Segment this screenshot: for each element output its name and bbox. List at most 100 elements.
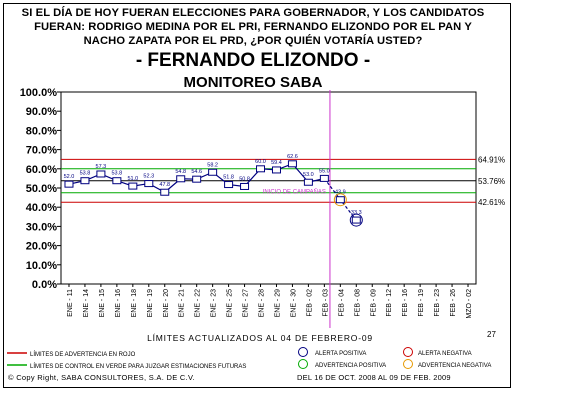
y-tick-label: 10.0%	[26, 260, 57, 272]
x-tick-label: ENE - 25	[227, 289, 234, 318]
data-label: 58.2	[207, 162, 218, 168]
data-point	[64, 180, 74, 188]
x-tick-label: ENE - 30	[290, 289, 297, 318]
reference-line-label: 64.91%	[478, 155, 505, 164]
data-label: 60.0	[255, 159, 266, 165]
x-tick-label: FEB - 12	[386, 289, 393, 317]
data-label: 57.3	[96, 164, 107, 170]
x-tick-label: FEB - 23	[434, 289, 441, 317]
update-note: LÍMITES ACTUALIZADOS AL 04 DE FEBRERO-09	[147, 333, 373, 343]
y-tick-label: 60.0%	[26, 164, 57, 176]
x-tick-label: ENE - 15	[99, 289, 106, 318]
data-point	[240, 182, 250, 190]
data-point	[112, 177, 122, 185]
y-tick-label: 100.0%	[20, 87, 58, 99]
data-point	[160, 188, 170, 196]
data-point	[144, 180, 154, 188]
data-point	[287, 160, 297, 168]
y-tick-label: 80.0%	[26, 125, 57, 137]
alert-negative-icon	[403, 347, 413, 357]
candidate-title: - FERNANDO ELIZONDO -	[135, 50, 371, 71]
x-tick-label: MZO - 02	[466, 289, 473, 319]
warn-positive-icon	[298, 359, 308, 369]
x-tick-label: ENE - 23	[211, 289, 218, 318]
data-label: 54.6	[191, 169, 202, 175]
data-label: 50.8	[239, 176, 250, 182]
data-point	[80, 177, 90, 185]
data-label: 54.8	[175, 169, 186, 175]
data-label: 62.6	[287, 154, 298, 160]
data-label: 47.8	[159, 182, 170, 188]
report-frame	[3, 3, 511, 388]
x-tick-label: ENE - 27	[243, 289, 250, 318]
data-label: 43.9	[335, 190, 346, 196]
data-point	[256, 165, 266, 173]
x-tick-label: ENE - 20	[163, 289, 170, 318]
x-tick-label: ENE - 22	[195, 289, 202, 318]
alert-circle	[333, 193, 347, 207]
x-tick-label: FEB - 02	[306, 289, 313, 317]
data-point	[271, 166, 281, 174]
x-tick-label: ENE - 29	[274, 289, 281, 318]
chart-subtitle: MONITOREO SABA	[183, 74, 323, 91]
x-tick-label: FEB - 04	[338, 289, 345, 317]
x-tick-label: ENE - 19	[147, 289, 154, 318]
data-label: 52.0	[64, 174, 75, 180]
x-tick-label: ENE - 16	[115, 289, 122, 318]
x-tick-label: ENE - 11	[67, 289, 74, 317]
question-line-2: FUERAN: RODRIGO MEDINA POR EL PRI, FERNA…	[34, 21, 472, 33]
x-tick-label: ENE - 14	[83, 289, 90, 318]
warn-negative-icon	[403, 359, 413, 369]
data-point	[176, 175, 186, 183]
reference-line-label: 42.61%	[478, 198, 505, 207]
question-line-3: NACHO ZAPATA POR EL PRD, ¿POR QUIÉN VOTA…	[83, 35, 423, 47]
campaign-annotation: INICIO DE CAMPAÑAS	[263, 188, 326, 195]
data-point	[192, 175, 202, 183]
alert-circle	[349, 213, 363, 227]
data-point	[319, 174, 329, 182]
y-tick-label: 30.0%	[26, 221, 57, 233]
alert-negative-label: ALERTA NEGATIVA	[418, 351, 472, 357]
x-tick-label: ENE - 21	[179, 289, 186, 318]
question-line-1: SI EL DÍA DE HOY FUERAN ELECCIONES PARA …	[21, 7, 485, 19]
data-label: 59.4	[271, 160, 282, 166]
data-point	[208, 168, 218, 176]
data-point	[335, 196, 345, 204]
data-label: 55.0	[319, 168, 330, 174]
data-point	[351, 216, 361, 224]
plot-area	[60, 91, 477, 285]
data-label: 53.8	[80, 171, 91, 177]
y-tick-label: 40.0%	[26, 202, 57, 214]
warn-negative-label: ADVERTENCIA NEGATIVA	[418, 363, 491, 369]
data-point	[303, 178, 313, 186]
x-tick-label: FEB - 03	[322, 289, 329, 317]
y-tick-label: 20.0%	[26, 241, 57, 253]
legend-green-label: LÍMITES DE CONTROL EN VERDE PARA JUZGAR …	[30, 363, 246, 370]
x-tick-label: FEB - 08	[354, 289, 361, 317]
survey-question: SI EL DÍA DE HOY FUERAN ELECCIONES PARA …	[6, 6, 500, 48]
date-range: DEL 16 DE OCT. 2008 AL 09 DE FEB. 2009	[297, 373, 451, 382]
copyright: © Copy Right, SABA CONSULTORES, S.A. DE …	[8, 373, 195, 382]
data-label: 53.0	[303, 172, 314, 178]
data-label: 53.8	[112, 171, 123, 177]
x-tick-label: ENE - 28	[259, 289, 266, 318]
legend-red-label: LÍMITES DE ADVERTENCIA EN ROJO	[30, 351, 136, 358]
y-tick-label: 90.0%	[26, 106, 57, 118]
alert-positive-label: ALERTA POSITIVA	[315, 351, 366, 357]
x-tick-label: FEB - 26	[450, 289, 457, 317]
x-tick-label: ENE - 18	[131, 289, 138, 318]
data-point	[224, 181, 234, 189]
data-point	[128, 182, 138, 190]
y-tick-label: 50.0%	[26, 183, 57, 195]
data-point	[96, 170, 106, 178]
data-label: 51.8	[223, 175, 234, 181]
x-tick-label: FEB - 16	[402, 289, 409, 317]
page-number: 27	[487, 330, 496, 339]
reference-line-label: 53.76%	[478, 177, 505, 186]
x-tick-label: FEB - 09	[370, 289, 377, 317]
y-tick-label: 0.0%	[32, 279, 57, 291]
warn-positive-label: ADVERTENCIA POSITIVA	[315, 363, 386, 369]
x-tick-label: FEB - 19	[418, 289, 425, 317]
y-tick-label: 70.0%	[26, 145, 57, 157]
